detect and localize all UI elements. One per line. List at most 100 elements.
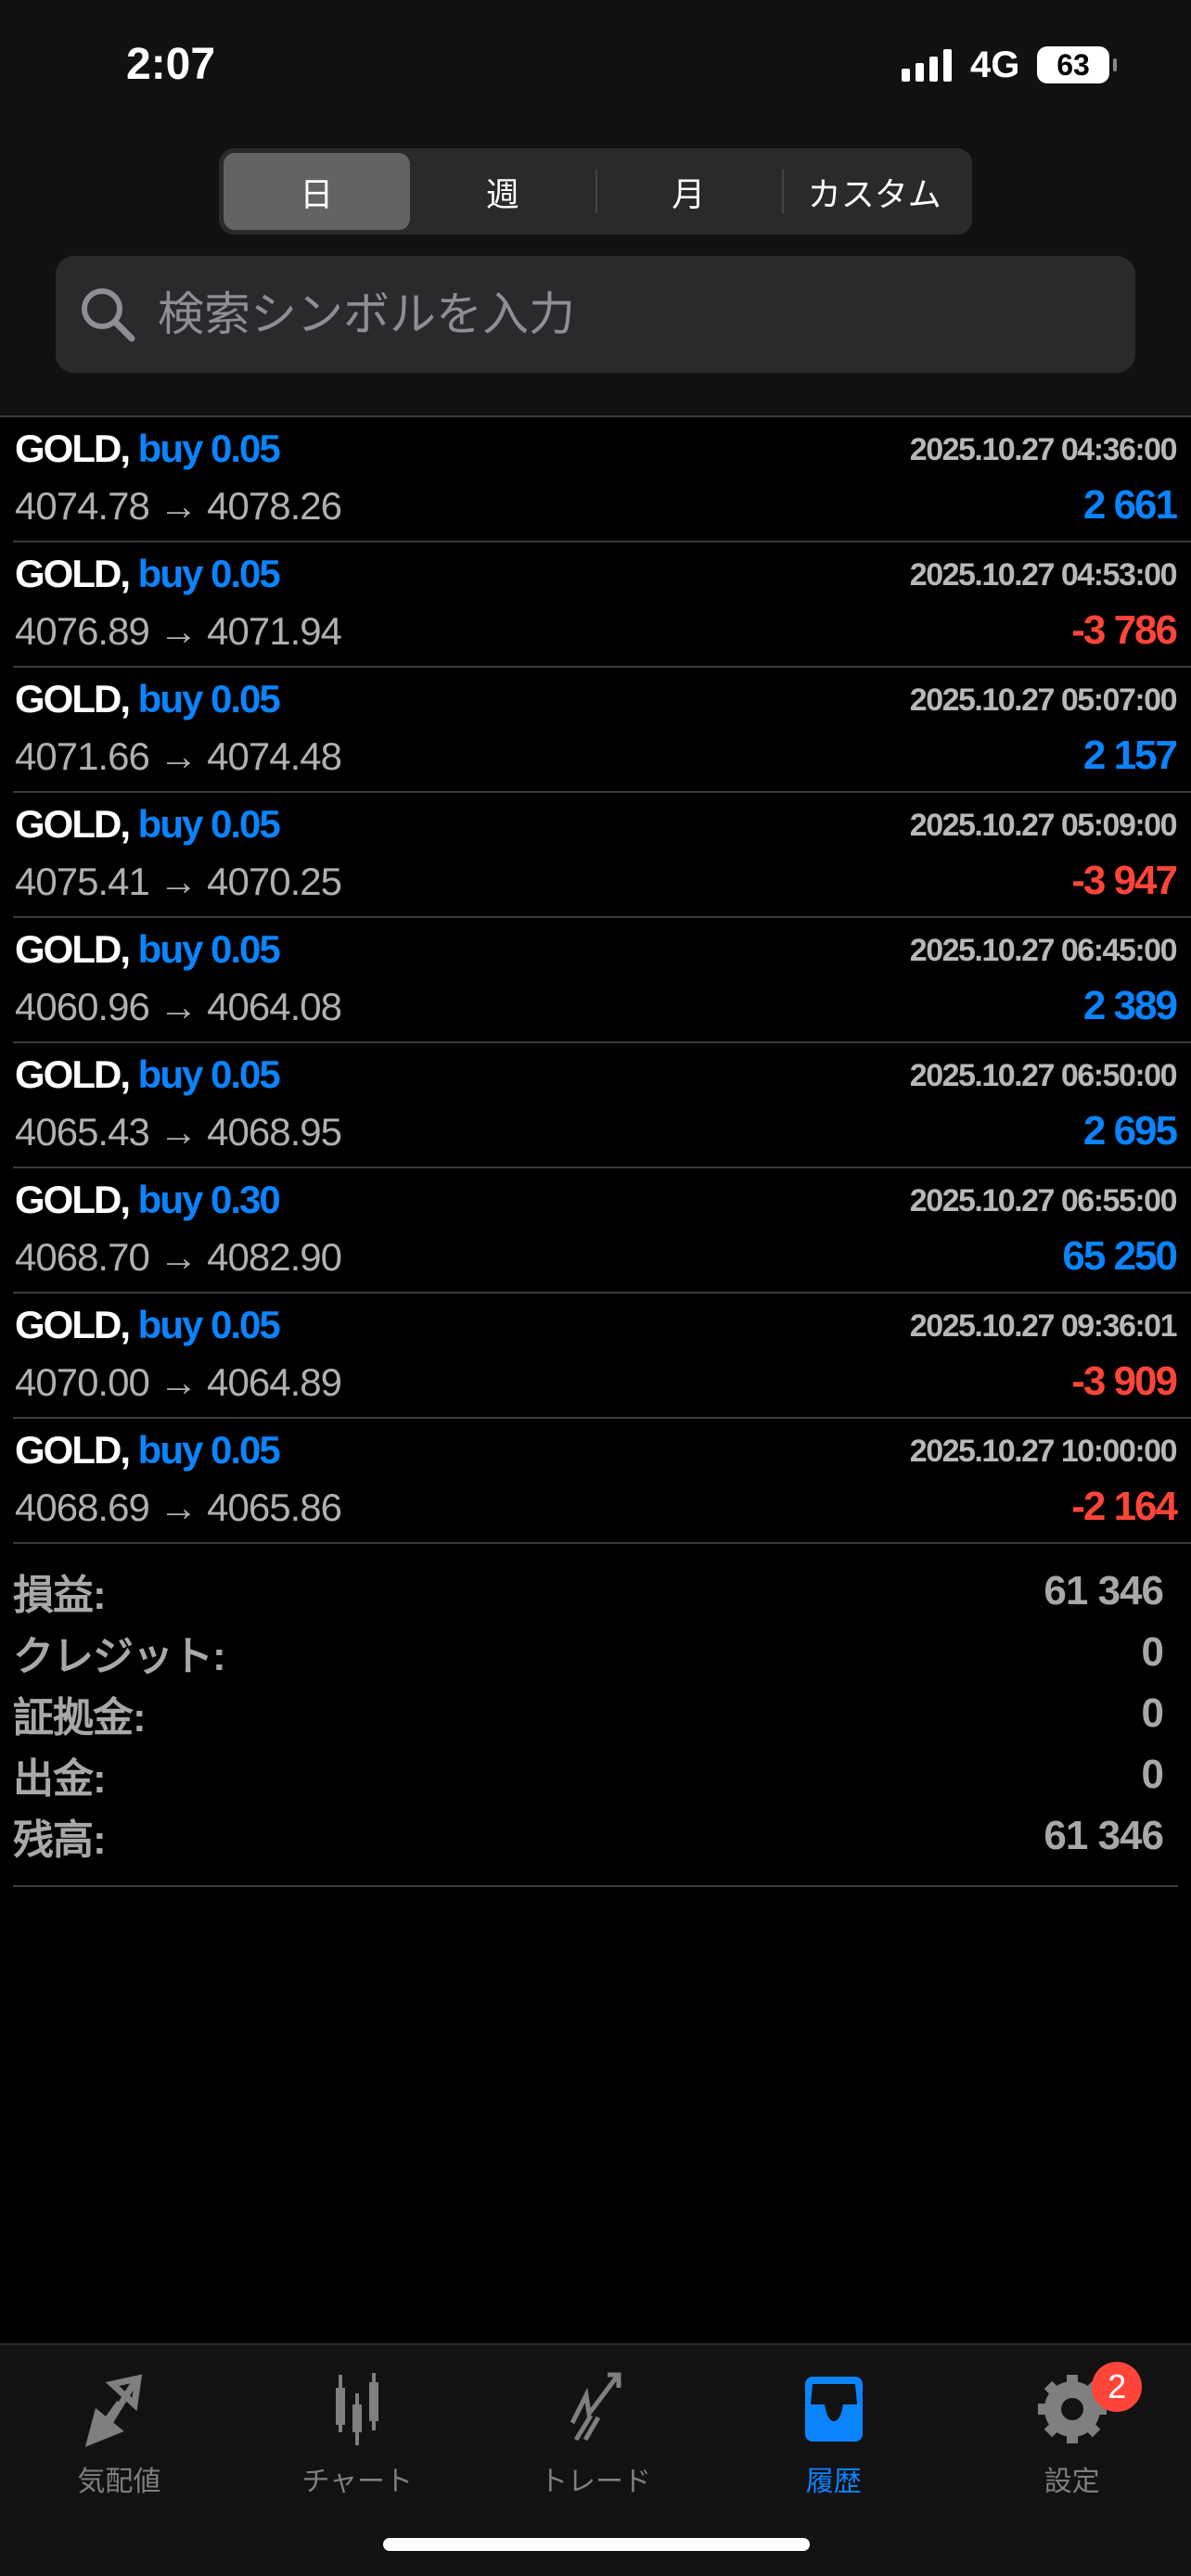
tab-settings[interactable]: 2 設定 [953,2345,1191,2576]
price-range: 4060.96 → 4064.08 [15,985,342,1028]
tab-label: トレード [539,2467,651,2497]
price-range: 4068.70 → 4082.90 [15,1235,342,1279]
tab-history[interactable]: 履歴 [714,2345,953,2576]
close-time: 2025.10.27 04:36:00 [909,432,1178,467]
tab-label: 履歴 [805,2467,862,2497]
header: 2:07 4G 63 日 週 月 カスタム [0,0,1191,415]
profit: -3 947 [1071,858,1178,903]
trade-row[interactable]: GOLD, buy 0.05 2025.10.27 10:00:00 4068.… [13,1419,1191,1544]
summary-label: 証拠金: [13,1695,147,1741]
summary-row: 残高: 61 346 [13,1805,1178,1867]
search-bar[interactable] [56,256,1135,373]
trade-title: GOLD, buy 0.05 [15,677,281,721]
signal-icon [902,46,952,82]
symbol: GOLD, [15,427,131,470]
battery-icon: 63 [1037,46,1117,83]
trade-chart-icon [570,2372,621,2442]
segment-custom[interactable]: カスタム [781,153,968,230]
close-time: 2025.10.27 06:50:00 [909,1058,1178,1093]
trade-title: GOLD, buy 0.30 [15,1178,281,1222]
close-time: 2025.10.27 10:00:00 [909,1434,1178,1469]
trade-row[interactable]: GOLD, buy 0.05 2025.10.27 06:50:00 4065.… [13,1043,1191,1168]
gear-icon [1037,2375,1107,2443]
price-range: 4068.69 → 4065.86 [15,1486,342,1529]
summary-row: クレジット: 0 [13,1622,1178,1683]
summary-label: 損益: [13,1573,107,1618]
tab-quotes[interactable]: 気配値 [0,2345,238,2576]
profit: 2 661 [1082,482,1178,528]
trade-side-volume: buy 0.05 [137,427,281,470]
trade-row[interactable]: GOLD, buy 0.05 2025.10.27 04:53:00 4076.… [13,542,1191,668]
trade-side-volume: buy 0.05 [137,1428,281,1472]
tab-label: 設定 [1044,2467,1100,2497]
summary-row: 損益: 61 346 [13,1561,1178,1622]
summary-label: 出金: [13,1756,107,1802]
trade-side-volume: buy 0.05 [137,677,281,721]
symbol: GOLD, [15,552,131,595]
price-range: 4075.41 → 4070.25 [15,860,342,903]
search-icon [82,288,135,342]
symbol: GOLD, [15,1428,131,1472]
summary-value: 61 346 [1044,1568,1164,1613]
profit: 2 389 [1082,983,1178,1028]
trade-row[interactable]: GOLD, buy 0.05 2025.10.27 04:36:00 4074.… [13,417,1191,542]
price-range: 4065.43 → 4068.95 [15,1110,342,1154]
profit: -3 786 [1071,607,1178,653]
tab-trade[interactable]: トレード [477,2345,715,2576]
summary-value: 0 [1141,1629,1165,1675]
segment-month[interactable]: 月 [596,153,782,230]
trade-side-volume: buy 0.05 [137,927,281,971]
summary-label: 残高: [13,1817,107,1863]
summary-value: 0 [1141,1752,1165,1797]
trade-list: GOLD, buy 0.05 2025.10.27 04:36:00 4074.… [0,415,1191,1544]
symbol: GOLD, [15,1052,131,1096]
summary-row: 証拠金: 0 [13,1683,1178,1744]
trade-row[interactable]: GOLD, buy 0.05 2025.10.27 05:07:00 4071.… [13,668,1191,793]
trade-title: GOLD, buy 0.05 [15,552,281,596]
trade-title: GOLD, buy 0.05 [15,1052,281,1097]
notification-badge: 2 [1092,2362,1143,2412]
price-range: 4076.89 → 4071.94 [15,609,342,653]
close-time: 2025.10.27 06:55:00 [909,1183,1178,1218]
symbol: GOLD, [15,1303,131,1346]
trade-row[interactable]: GOLD, buy 0.05 2025.10.27 06:45:00 4060.… [13,918,1191,1043]
symbol: GOLD, [15,802,131,846]
profit: 65 250 [1062,1233,1178,1279]
tab-label: 気配値 [77,2467,161,2497]
trade-side-volume: buy 0.05 [137,1303,281,1346]
tab-chart[interactable]: チャート [238,2345,477,2576]
trade-row[interactable]: GOLD, buy 0.30 2025.10.27 06:55:00 4068.… [13,1168,1191,1294]
summary-value: 0 [1141,1690,1165,1736]
history-inbox-icon [804,2377,863,2442]
trade-title: GOLD, buy 0.05 [15,427,281,471]
trade-side-volume: buy 0.05 [137,802,281,846]
close-time: 2025.10.27 05:07:00 [909,682,1178,718]
home-indicator[interactable] [383,2538,810,2551]
status-time: 2:07 [126,40,216,89]
summary-row: 出金: 0 [13,1744,1178,1805]
price-range: 4074.78 → 4078.26 [15,484,342,528]
segment-day[interactable]: 日 [224,153,410,230]
profit: 2 695 [1082,1108,1178,1154]
search-input[interactable] [158,287,1085,341]
quotes-arrows-icon [85,2374,143,2447]
symbol: GOLD, [15,1178,131,1221]
trade-title: GOLD, buy 0.05 [15,1303,281,1347]
candlestick-icon [336,2373,379,2445]
segment-week[interactable]: 週 [485,174,519,213]
close-time: 2025.10.27 04:53:00 [909,557,1178,593]
trade-title: GOLD, buy 0.05 [15,927,281,972]
trade-side-volume: buy 0.30 [137,1178,281,1221]
close-time: 2025.10.27 06:45:00 [909,933,1178,968]
trade-side-volume: buy 0.05 [137,552,281,595]
symbol: GOLD, [15,677,131,721]
close-time: 2025.10.27 05:09:00 [909,808,1178,843]
profit: 2 157 [1082,733,1178,778]
trade-row[interactable]: GOLD, buy 0.05 2025.10.27 09:36:01 4070.… [13,1294,1191,1419]
profit: -2 164 [1071,1484,1178,1529]
period-segmented-control: 日 週 月 カスタム [219,148,972,235]
trade-row[interactable]: GOLD, buy 0.05 2025.10.27 05:09:00 4075.… [13,793,1191,918]
trade-title: GOLD, buy 0.05 [15,1428,281,1473]
price-range: 4070.00 → 4064.89 [15,1360,342,1404]
network-type: 4G [970,45,1020,85]
